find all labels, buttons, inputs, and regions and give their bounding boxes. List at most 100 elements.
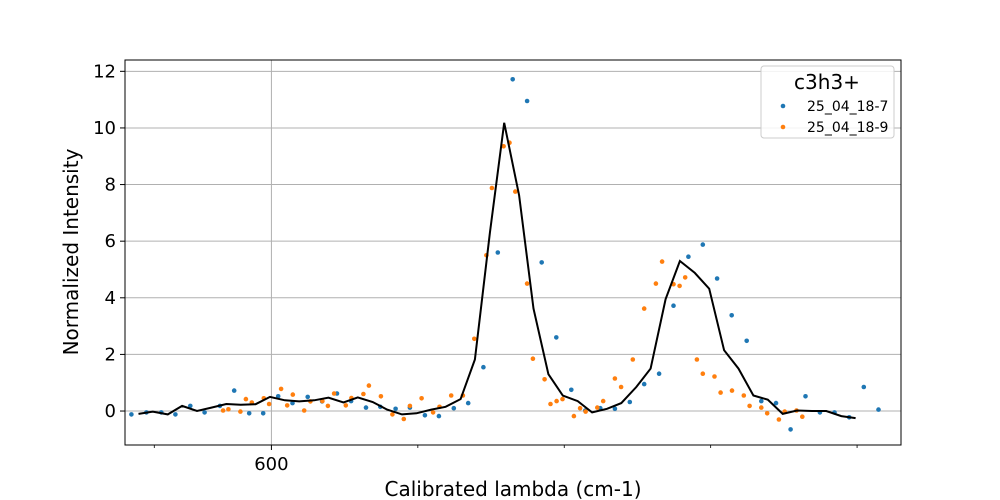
data-point-series-1	[641, 381, 647, 387]
data-point-series-2	[759, 405, 764, 410]
data-point-series-2	[284, 403, 290, 408]
data-point-series-1	[876, 407, 881, 412]
data-point-series-2	[243, 396, 249, 402]
data-point-series-1	[481, 364, 486, 370]
data-point-series-2	[630, 357, 636, 362]
data-point-series-1	[671, 303, 676, 309]
data-point-series-2	[343, 403, 349, 408]
x-tick-label: 600	[254, 454, 288, 475]
data-point-series-2	[390, 412, 395, 417]
data-point-series-2	[729, 388, 735, 393]
data-point-series-1	[524, 98, 530, 104]
data-point-series-2	[530, 356, 536, 362]
data-point-series-1	[759, 398, 764, 404]
data-point-series-2	[747, 403, 752, 409]
data-point-series-1	[700, 242, 706, 247]
data-point-series-1	[729, 313, 734, 318]
data-point-series-2	[641, 306, 647, 311]
legend-label-series-2: 25_04_18-9	[807, 120, 888, 136]
legend: c3h3+ 25_04_18-7 25_04_18-9	[760, 65, 895, 139]
data-point-series-2	[682, 275, 688, 280]
data-point-series-2	[718, 390, 723, 395]
data-point-series-1	[436, 413, 442, 419]
data-point-series-2	[401, 416, 407, 422]
data-point-series-2	[430, 410, 436, 415]
data-point-series-2	[290, 392, 296, 397]
data-point-series-1	[539, 260, 544, 265]
grid	[125, 60, 901, 445]
data-point-series-2	[653, 281, 659, 286]
data-point-series-1	[260, 411, 266, 416]
data-point-series-1	[686, 254, 691, 259]
legend-box	[760, 65, 895, 139]
legend-marker-series-2	[780, 124, 786, 130]
y-tick-label: 10	[93, 118, 116, 139]
y-tick-label: 2	[105, 344, 116, 365]
data-point-series-1	[363, 405, 369, 410]
legend-title: c3h3+	[794, 70, 860, 94]
data-point-series-2	[700, 371, 706, 377]
data-point-series-2	[419, 396, 424, 401]
data-point-series-1	[173, 412, 178, 417]
data-point-series-2	[618, 384, 624, 390]
data-point-series-2	[501, 144, 506, 149]
data-point-series-1	[803, 394, 808, 399]
data-point-series-1	[714, 276, 720, 281]
data-point-series-2	[266, 401, 272, 407]
data-point-series-2	[301, 408, 307, 413]
y-tick-label: 0	[105, 401, 116, 422]
y-tick-label: 12	[93, 61, 116, 82]
data-point-series-2	[361, 391, 366, 397]
data-point-series-2	[677, 283, 682, 289]
data-point-series-1	[510, 77, 515, 82]
data-point-series-1	[393, 406, 398, 412]
data-point-series-2	[238, 409, 243, 414]
x-axis-label: Calibrated lambda (cm-1)	[384, 477, 641, 500]
data-point-series-2	[595, 405, 600, 410]
data-point-series-1	[202, 410, 207, 415]
data-point-series-1	[129, 412, 134, 417]
data-point-series-1	[305, 394, 311, 400]
data-point-series-2	[472, 336, 477, 342]
data-point-series-2	[524, 281, 530, 286]
data-point-series-2	[331, 391, 337, 396]
data-point-series-2	[712, 374, 717, 379]
data-point-series-1	[627, 399, 633, 405]
data-point-series-2	[513, 189, 518, 194]
data-point-series-1	[231, 388, 237, 393]
plot-frame	[124, 59, 902, 446]
y-tick-label: 6	[105, 231, 116, 252]
data-point-series-2	[226, 407, 231, 412]
data-point-series-1	[554, 335, 559, 340]
data-point-series-1	[422, 413, 428, 418]
data-point-series-1	[861, 384, 867, 390]
data-point-series-1	[246, 411, 252, 416]
data-point-series-2	[776, 417, 782, 422]
data-point-series-2	[694, 357, 700, 362]
data-point-series-1	[612, 406, 618, 412]
data-point-series-2	[659, 259, 665, 264]
average-line	[138, 122, 856, 420]
data-point-series-2	[600, 398, 606, 404]
data-point-series-1	[495, 250, 501, 255]
data-point-series-2	[741, 393, 747, 398]
data-point-series-2	[366, 383, 372, 388]
data-point-series-1	[451, 405, 457, 411]
data-point-series-1	[656, 371, 662, 377]
data-point-series-2	[554, 398, 559, 404]
data-point-series-1	[744, 338, 749, 344]
legend-label-series-1: 25_04_18-7	[807, 99, 888, 115]
data-point-series-2	[583, 409, 588, 414]
data-point-series-2	[220, 408, 226, 413]
data-point-series-2	[448, 393, 454, 398]
data-point-series-1	[188, 403, 193, 409]
axis-ticks: 0 2 4 6 8 10 12 600	[93, 61, 858, 475]
data-point-series-2	[612, 376, 618, 381]
data-point-series-2	[548, 401, 553, 407]
data-point-series-2	[571, 413, 577, 419]
data-point-series-2	[278, 386, 284, 392]
data-point-series-1	[465, 400, 471, 406]
legend-marker-series-1	[780, 103, 786, 109]
data-point-series-2	[800, 414, 805, 420]
data-point-series-1	[275, 394, 281, 399]
